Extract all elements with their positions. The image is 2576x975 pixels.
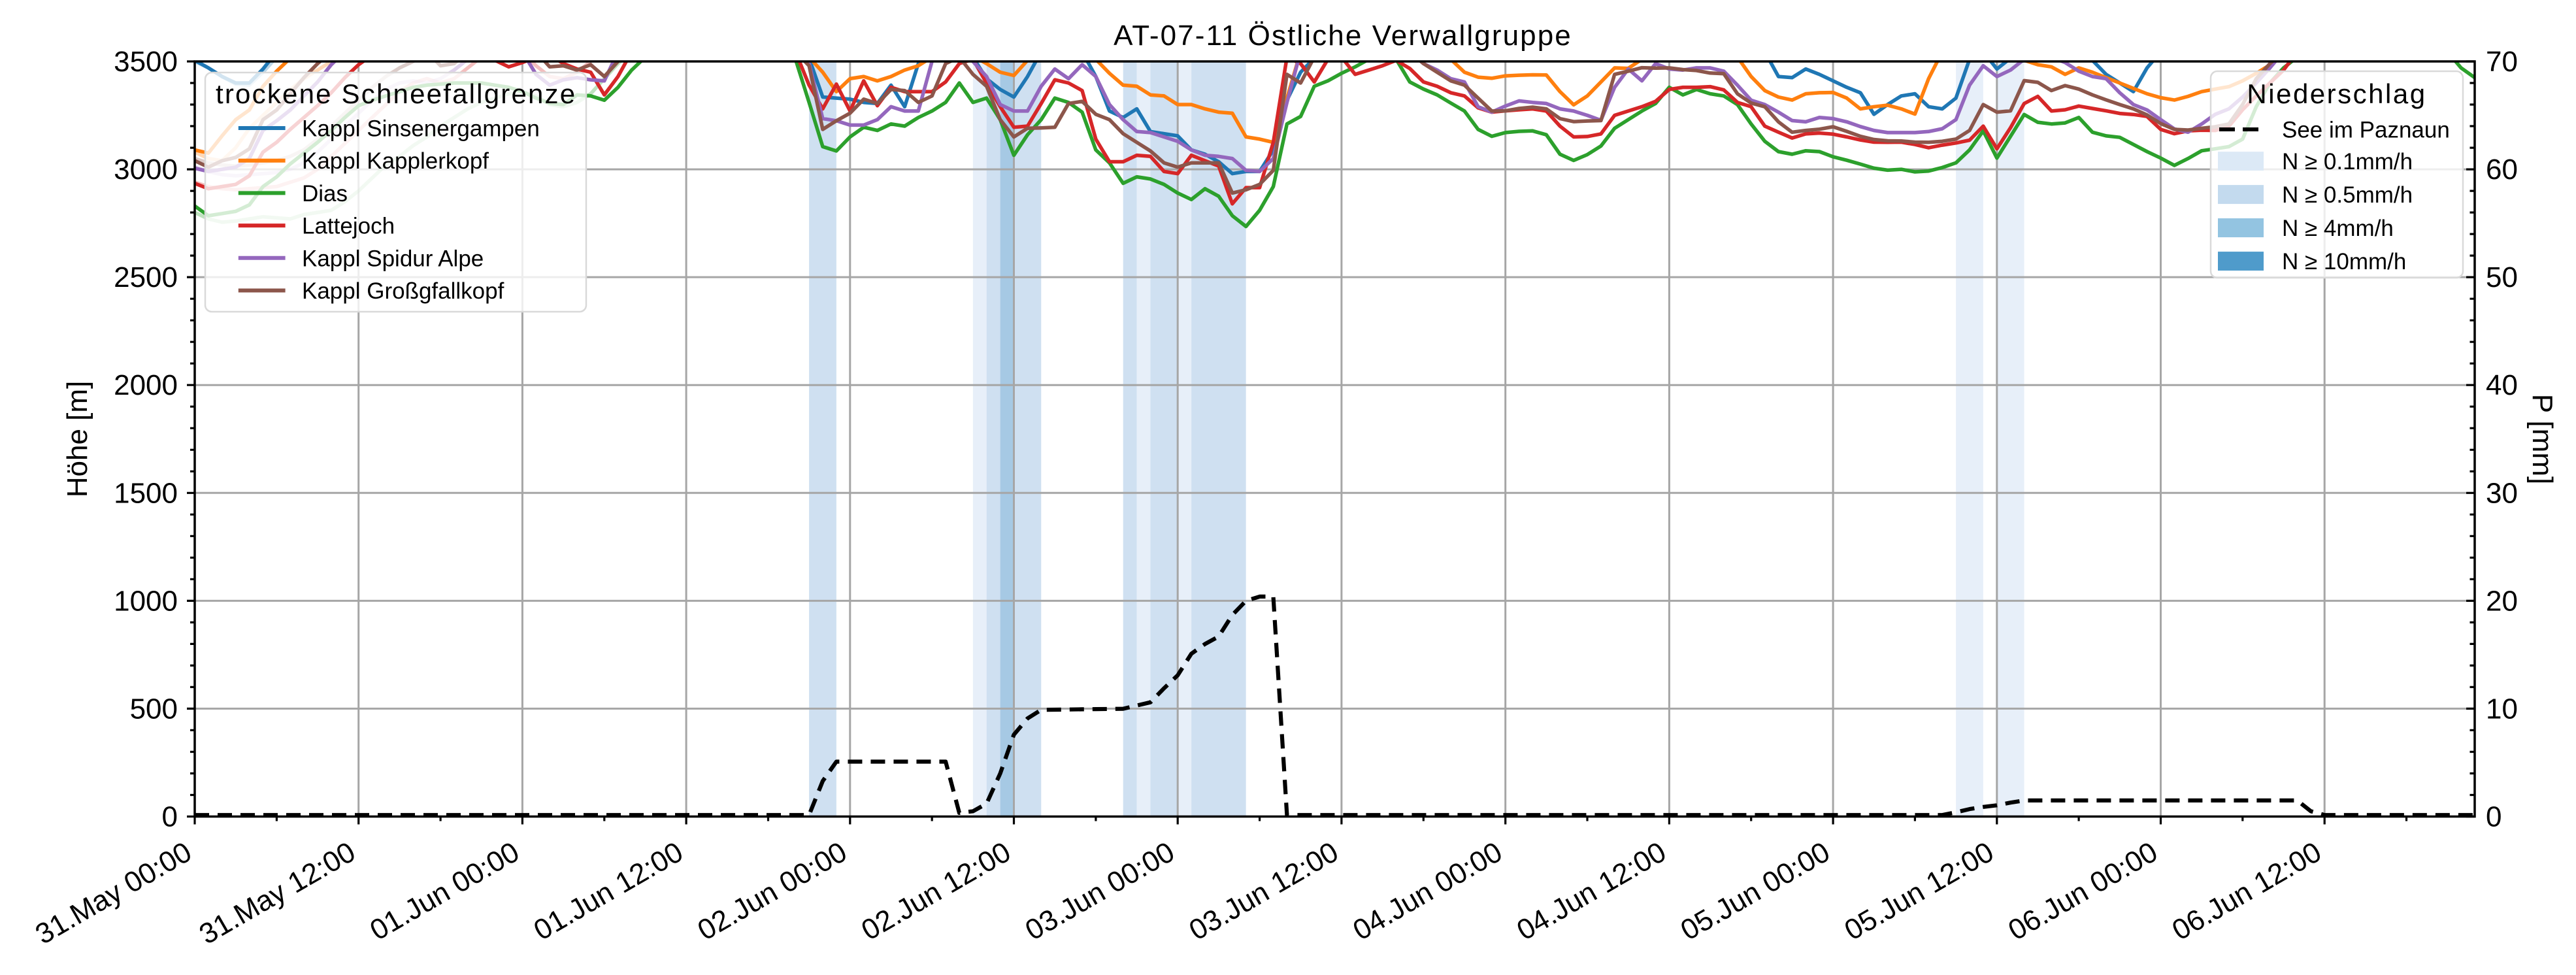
svg-text:N ≥ 4mm/h: N ≥ 4mm/h <box>2282 216 2394 241</box>
svg-text:Kappl Kapplerkopf: Kappl Kapplerkopf <box>302 148 489 174</box>
svg-text:Lattejoch: Lattejoch <box>302 214 395 239</box>
svg-text:P [mm]: P [mm] <box>2526 394 2558 485</box>
svg-text:Kappl Großgfallkopf: Kappl Großgfallkopf <box>302 278 504 304</box>
svg-text:See im Paznaun: See im Paznaun <box>2282 118 2450 143</box>
svg-text:50: 50 <box>2486 261 2518 293</box>
svg-text:3000: 3000 <box>114 154 178 186</box>
svg-text:Dias: Dias <box>302 181 348 207</box>
svg-text:N ≥ 0.5mm/h: N ≥ 0.5mm/h <box>2282 182 2413 208</box>
svg-text:60: 60 <box>2486 154 2518 186</box>
svg-text:Kappl Sinsenergampen: Kappl Sinsenergampen <box>302 116 540 142</box>
svg-text:2000: 2000 <box>114 369 178 401</box>
svg-text:0: 0 <box>2486 801 2502 833</box>
svg-text:3500: 3500 <box>114 46 178 78</box>
svg-text:Niederschlag: Niederschlag <box>2247 78 2426 109</box>
svg-text:Kappl Spidur Alpe: Kappl Spidur Alpe <box>302 246 484 271</box>
svg-text:40: 40 <box>2486 369 2518 401</box>
svg-text:30: 30 <box>2486 477 2518 509</box>
svg-text:1000: 1000 <box>114 585 178 617</box>
svg-text:trockene Schneefallgrenze: trockene Schneefallgrenze <box>216 78 576 109</box>
svg-text:0: 0 <box>162 801 178 833</box>
svg-text:500: 500 <box>130 693 178 725</box>
svg-text:Höhe [m]: Höhe [m] <box>61 381 93 498</box>
svg-text:20: 20 <box>2486 585 2518 617</box>
svg-text:N ≥ 0.1mm/h: N ≥ 0.1mm/h <box>2282 149 2413 174</box>
svg-text:1500: 1500 <box>114 477 178 509</box>
svg-text:2500: 2500 <box>114 261 178 293</box>
svg-text:70: 70 <box>2486 46 2518 78</box>
svg-text:N ≥ 10mm/h: N ≥ 10mm/h <box>2282 249 2406 274</box>
svg-text:AT-07-11 Östliche Verwallgrupp: AT-07-11 Östliche Verwallgruppe <box>1114 20 1572 52</box>
svg-text:10: 10 <box>2486 693 2518 725</box>
